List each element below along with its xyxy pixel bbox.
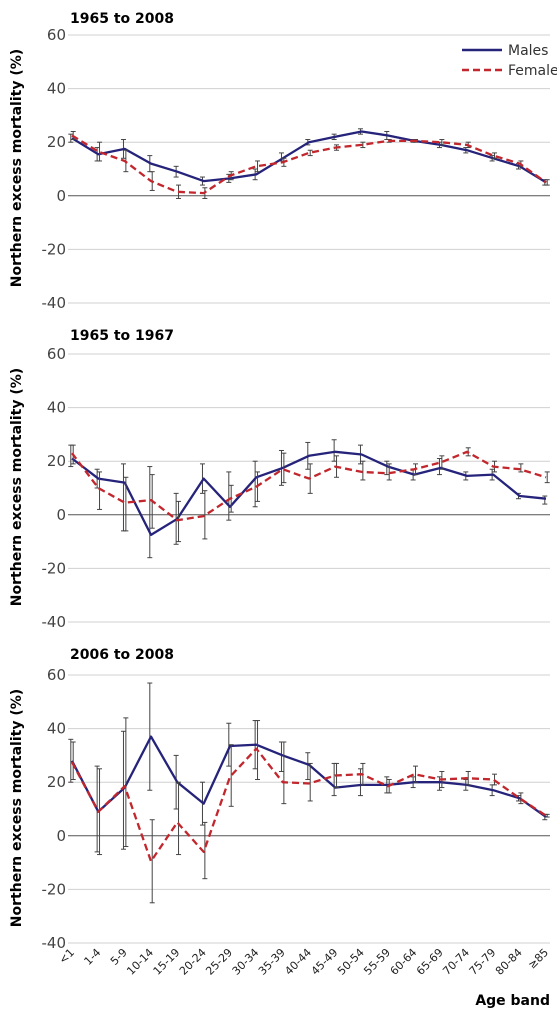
y-tick-label: 60 bbox=[47, 666, 66, 684]
legend: Males Females bbox=[462, 43, 557, 79]
males-series-line bbox=[70, 735, 547, 818]
y-tick-label: 40 bbox=[47, 399, 66, 417]
x-tick-label: ≥85 bbox=[526, 946, 552, 972]
x-tick-label: 25-29 bbox=[203, 946, 235, 978]
x-tick-label: 55-59 bbox=[361, 946, 393, 978]
males-series-line bbox=[71, 450, 547, 537]
y-tick-label: 0 bbox=[56, 827, 66, 845]
y-tick-label: 0 bbox=[56, 187, 66, 205]
y-tick-label: -20 bbox=[42, 240, 67, 258]
x-tick-label: 30-34 bbox=[230, 946, 262, 978]
y-axis-label: Northern excess mortality (%) bbox=[9, 368, 25, 606]
y-tick-label: 60 bbox=[47, 26, 66, 44]
y-axis-label: Northern excess mortality (%) bbox=[9, 49, 25, 287]
y-tick-label: 60 bbox=[47, 345, 66, 363]
y-tick-label: 20 bbox=[47, 452, 66, 470]
x-tick-label: 45-49 bbox=[309, 946, 341, 978]
legend-females-label: Females bbox=[508, 63, 557, 79]
panel-1965-2008: 1965 to 2008 Northern excess mortality (… bbox=[9, 11, 557, 312]
x-tick-label: 35-39 bbox=[256, 946, 288, 978]
y-axis-label: Northern excess mortality (%) bbox=[9, 689, 25, 927]
females-series-line bbox=[71, 134, 547, 195]
x-tick-label: 75-79 bbox=[467, 946, 499, 978]
y-tick-label: 20 bbox=[47, 133, 66, 151]
legend-males-label: Males bbox=[508, 43, 548, 59]
x-tick-label: 5-9 bbox=[108, 946, 130, 968]
females-series-line bbox=[70, 747, 547, 863]
panel-title: 2006 to 2008 bbox=[70, 647, 174, 663]
x-tick-label: 65-69 bbox=[414, 946, 446, 978]
x-tick-label: 60-64 bbox=[388, 946, 420, 978]
x-tick-label: 10-14 bbox=[124, 946, 156, 978]
x-tick-label: 40-44 bbox=[282, 946, 314, 978]
panel-title: 1965 to 1967 bbox=[70, 328, 174, 344]
y-tick-label: -40 bbox=[42, 934, 67, 952]
x-tick-label: 80-84 bbox=[493, 946, 525, 978]
x-tick-label: 50-54 bbox=[335, 946, 367, 978]
panel-1965-1967: 1965 to 1967 Northern excess mortality (… bbox=[9, 328, 550, 631]
y-tick-label: -20 bbox=[42, 880, 67, 898]
x-tick-label: 70-74 bbox=[440, 946, 472, 978]
y-tick-label: 0 bbox=[56, 506, 66, 524]
x-tick-label: 20-24 bbox=[177, 946, 209, 978]
x-axis-label: Age band bbox=[475, 993, 550, 1009]
x-tick-label: 15-19 bbox=[151, 946, 183, 978]
y-tick-label: -40 bbox=[42, 294, 67, 312]
females-series-line bbox=[71, 450, 547, 522]
y-tick-label: 20 bbox=[47, 773, 66, 791]
x-tick-label: 1-4 bbox=[82, 946, 104, 968]
panel-2006-2008: 2006 to 2008 Northern excess mortality (… bbox=[9, 647, 551, 978]
panel-title: 1965 to 2008 bbox=[70, 11, 174, 27]
y-tick-label: -40 bbox=[42, 613, 67, 631]
y-tick-label: -20 bbox=[42, 559, 67, 577]
y-tick-label: 40 bbox=[47, 80, 66, 98]
y-tick-label: 40 bbox=[47, 720, 66, 738]
males-series-line bbox=[71, 130, 547, 184]
